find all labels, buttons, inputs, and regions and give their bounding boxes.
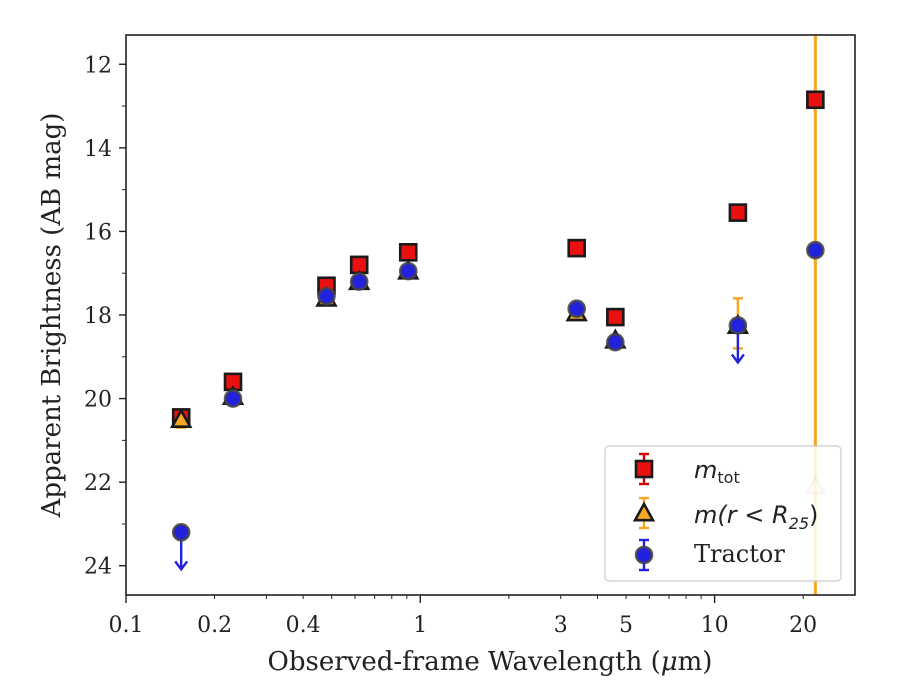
y-tick-label: 16	[84, 220, 112, 245]
x-tick-label: 5	[619, 613, 633, 638]
point-square-8	[806, 90, 825, 110]
y-tick-label: 18	[84, 304, 112, 329]
point-square-7	[728, 203, 748, 222]
legend-label-tractor: Tractor	[694, 540, 785, 568]
x-axis: 0.1 0.2 0.4 1 3 5 10 20	[109, 595, 817, 638]
x-tick-label: 1	[413, 613, 427, 638]
y-tick-label: 20	[84, 388, 112, 413]
legend-handle-2	[634, 538, 654, 572]
y-axis: 12 14 16 18 20 22 24	[84, 53, 126, 580]
point-square-6	[606, 307, 625, 327]
point-circle-8	[806, 240, 825, 260]
legend-marker-circle	[634, 545, 654, 565]
point-circle-0	[171, 523, 191, 542]
y-tick-label: 22	[84, 471, 112, 496]
legend-marker-triangle	[632, 501, 656, 522]
legend-marker-square	[634, 459, 654, 479]
point-circle-7	[728, 316, 748, 335]
y-tick-label: 24	[84, 555, 112, 580]
y-tick-label: 14	[84, 137, 112, 162]
legend-handle-1	[632, 496, 656, 530]
y-tick-label: 12	[84, 53, 112, 78]
legend-label-mtot: mtot	[694, 456, 740, 487]
point-square-4	[398, 243, 418, 262]
legend-label-m-r25: m(r < R25)	[694, 501, 818, 533]
point-circle-3	[349, 272, 369, 291]
legend-frame	[604, 445, 842, 582]
x-tick-label: 3	[554, 613, 568, 638]
point-circle-5	[567, 299, 587, 319]
y-axis-label: Apparent Brightness (AB mag)	[37, 113, 67, 519]
point-triangle-0	[169, 407, 193, 428]
point-circle-1	[223, 389, 243, 408]
x-tick-label: 0.1	[109, 613, 144, 638]
plot-marks	[169, 35, 827, 595]
x-tick-label: 0.4	[286, 613, 321, 638]
legend-handle-0	[634, 452, 654, 486]
x-axis-label: Observed-frame Wavelength (μm)	[268, 647, 713, 677]
point-circle-6	[606, 332, 625, 352]
point-square-5	[567, 238, 587, 258]
point-circle-2	[317, 286, 336, 306]
x-tick-label: 20	[789, 613, 817, 638]
x-tick-label: 10	[701, 613, 729, 638]
x-tick-label: 0.2	[197, 613, 232, 638]
point-circle-4	[398, 261, 418, 281]
legend: mtot m(r < R25) Tractor	[604, 445, 842, 582]
